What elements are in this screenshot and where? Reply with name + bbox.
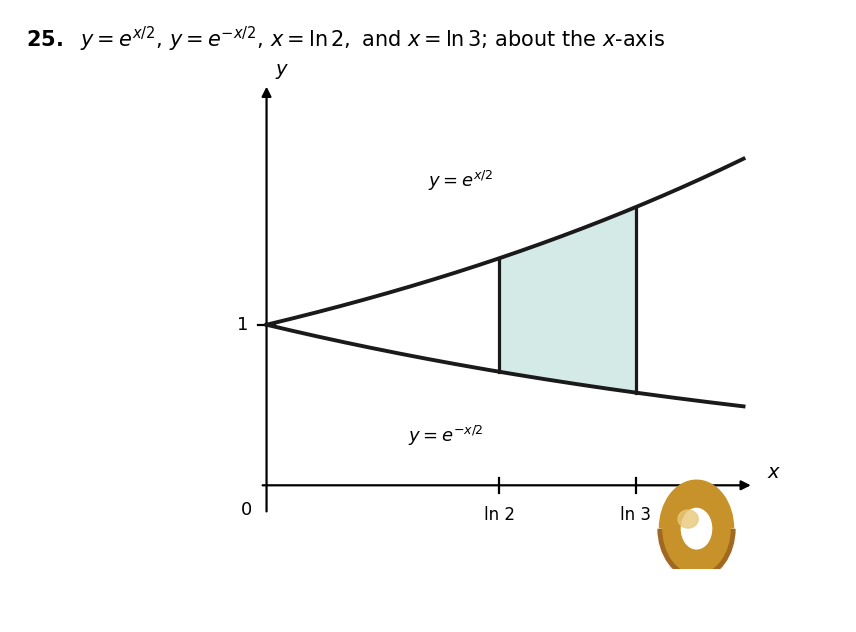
Text: $x$: $x$	[767, 463, 782, 482]
Text: $y = e^{x/2}$: $y = e^{x/2}$	[428, 169, 493, 193]
Text: $y = e^{-x/2}$: $y = e^{-x/2}$	[407, 424, 484, 448]
Ellipse shape	[681, 508, 711, 549]
Ellipse shape	[666, 488, 727, 569]
Ellipse shape	[671, 495, 722, 562]
Ellipse shape	[669, 564, 723, 570]
Ellipse shape	[678, 510, 698, 528]
Text: 0: 0	[241, 501, 252, 520]
Text: ln 3: ln 3	[620, 506, 651, 524]
Text: $y$: $y$	[275, 62, 289, 81]
Ellipse shape	[663, 483, 730, 574]
Text: 1: 1	[237, 316, 248, 334]
Text: ln 2: ln 2	[484, 506, 514, 524]
Text: $\mathbf{25.}$  $y = e^{x/2},\, y = e^{-x/2},\, x = \ln 2,$ and $x = \ln 3$; abo: $\mathbf{25.}$ $y = e^{x/2},\, y = e^{-x…	[26, 25, 664, 54]
